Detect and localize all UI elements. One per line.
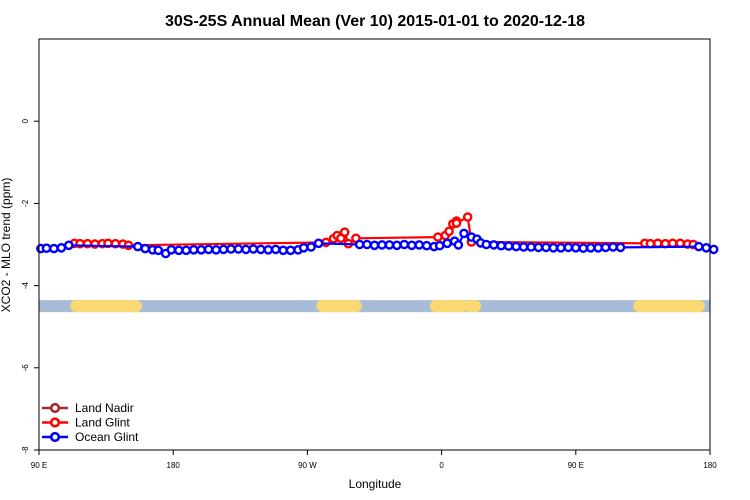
- data-point: [181, 245, 191, 256]
- data-point: [541, 242, 551, 253]
- data-point: [451, 218, 462, 228]
- legend-swatch-marker: [49, 417, 61, 428]
- x-axis: 90 E 180 90 W 0 90 E 180: [31, 450, 717, 470]
- data-point: [233, 244, 244, 254]
- data-point: [362, 239, 372, 250]
- data-point: [226, 244, 236, 254]
- x-tick-label: 90 E: [568, 461, 584, 470]
- y-tick-label: -2: [21, 199, 30, 207]
- data-point: [593, 242, 604, 253]
- data-point: [653, 238, 663, 249]
- data-point: [434, 240, 445, 251]
- data-point: [188, 244, 199, 255]
- data-point: [218, 244, 229, 255]
- data-point: [196, 244, 206, 255]
- data-point: [563, 242, 574, 253]
- data-point: [285, 245, 296, 256]
- data-point: [481, 239, 492, 250]
- data-point: [173, 245, 184, 256]
- data-point: [263, 244, 274, 255]
- data-point: [49, 243, 59, 254]
- x-tick-label: 90 W: [298, 461, 317, 470]
- y-tick-label: 0: [21, 118, 30, 123]
- data-point: [518, 242, 529, 252]
- data-point: [444, 226, 454, 237]
- plot-frame: [38, 38, 711, 451]
- data-point: [377, 240, 387, 250]
- data-point: [248, 244, 259, 254]
- x-tick-label: 90 E: [31, 461, 47, 470]
- data-point: [533, 242, 544, 253]
- x-axis-label: Longitude: [349, 477, 402, 491]
- data-point: [585, 242, 596, 253]
- data-point: [496, 240, 507, 251]
- data-point: [56, 242, 67, 253]
- data-point: [339, 227, 350, 237]
- data-point: [255, 244, 266, 255]
- data-point: [708, 244, 719, 255]
- data-point: [153, 245, 164, 256]
- data-point: [556, 242, 566, 253]
- y-axis: -8 -6 -4 -2 0: [21, 118, 39, 454]
- data-point: [354, 239, 365, 250]
- data-point: [694, 241, 704, 252]
- data-point: [64, 240, 74, 251]
- y-tick-label: -4: [21, 281, 30, 289]
- data-point: [462, 212, 473, 222]
- data-point: [203, 244, 214, 255]
- x-tick-label: 180: [167, 461, 181, 470]
- data-point: [369, 240, 380, 251]
- data-point: [511, 241, 522, 252]
- legend-label: Land Nadir: [75, 401, 134, 415]
- x-tick-label: 180: [703, 461, 717, 470]
- data-point: [41, 243, 52, 253]
- legend-label: Ocean Glint: [75, 430, 139, 444]
- data-point: [211, 244, 221, 255]
- data-point: [459, 228, 469, 239]
- data-point: [548, 242, 559, 253]
- legend-swatch-marker: [49, 402, 61, 414]
- x-tick-label: 0: [439, 461, 444, 470]
- data-point: [608, 242, 618, 252]
- series-ocean-glint: [36, 228, 719, 259]
- data-point: [701, 242, 712, 253]
- data-point: [399, 239, 410, 250]
- legend-swatch-marker: [49, 431, 61, 443]
- data-point: [241, 244, 251, 255]
- legend-entry: Land Glint: [42, 416, 130, 430]
- data-point: [442, 238, 453, 249]
- data-point: [488, 240, 499, 250]
- data-point: [615, 242, 626, 253]
- y-tick-label: -6: [21, 364, 30, 372]
- data-point: [132, 241, 143, 252]
- data-point: [166, 244, 177, 255]
- data-point: [421, 240, 432, 251]
- data-point: [600, 242, 611, 253]
- legend-entry: Ocean Glint: [42, 430, 139, 444]
- data-point: [298, 242, 309, 253]
- data-point: [571, 242, 581, 253]
- data-point: [392, 240, 402, 251]
- data-point: [453, 240, 464, 250]
- data-point: [384, 240, 395, 250]
- data-point: [578, 243, 589, 253]
- legend-entry: Land Nadir: [42, 401, 134, 415]
- legend-label: Land Glint: [75, 416, 130, 430]
- data-point: [526, 242, 536, 252]
- data-point: [414, 240, 425, 250]
- data-point: [406, 240, 417, 251]
- data-point: [270, 244, 281, 255]
- data-point: [278, 245, 289, 256]
- y-axis-label: XCO2 - MLO trend (ppm): [0, 178, 13, 313]
- data-point: [503, 241, 514, 251]
- data-point: [306, 242, 316, 252]
- data-point: [313, 238, 324, 249]
- data-point: [433, 232, 443, 242]
- series-layer: [36, 212, 719, 259]
- chart-title: 30S-25S Annual Mean (Ver 10) 2015-01-01 …: [165, 13, 585, 30]
- y-tick-label: -8: [21, 446, 30, 454]
- data-point: [140, 243, 150, 254]
